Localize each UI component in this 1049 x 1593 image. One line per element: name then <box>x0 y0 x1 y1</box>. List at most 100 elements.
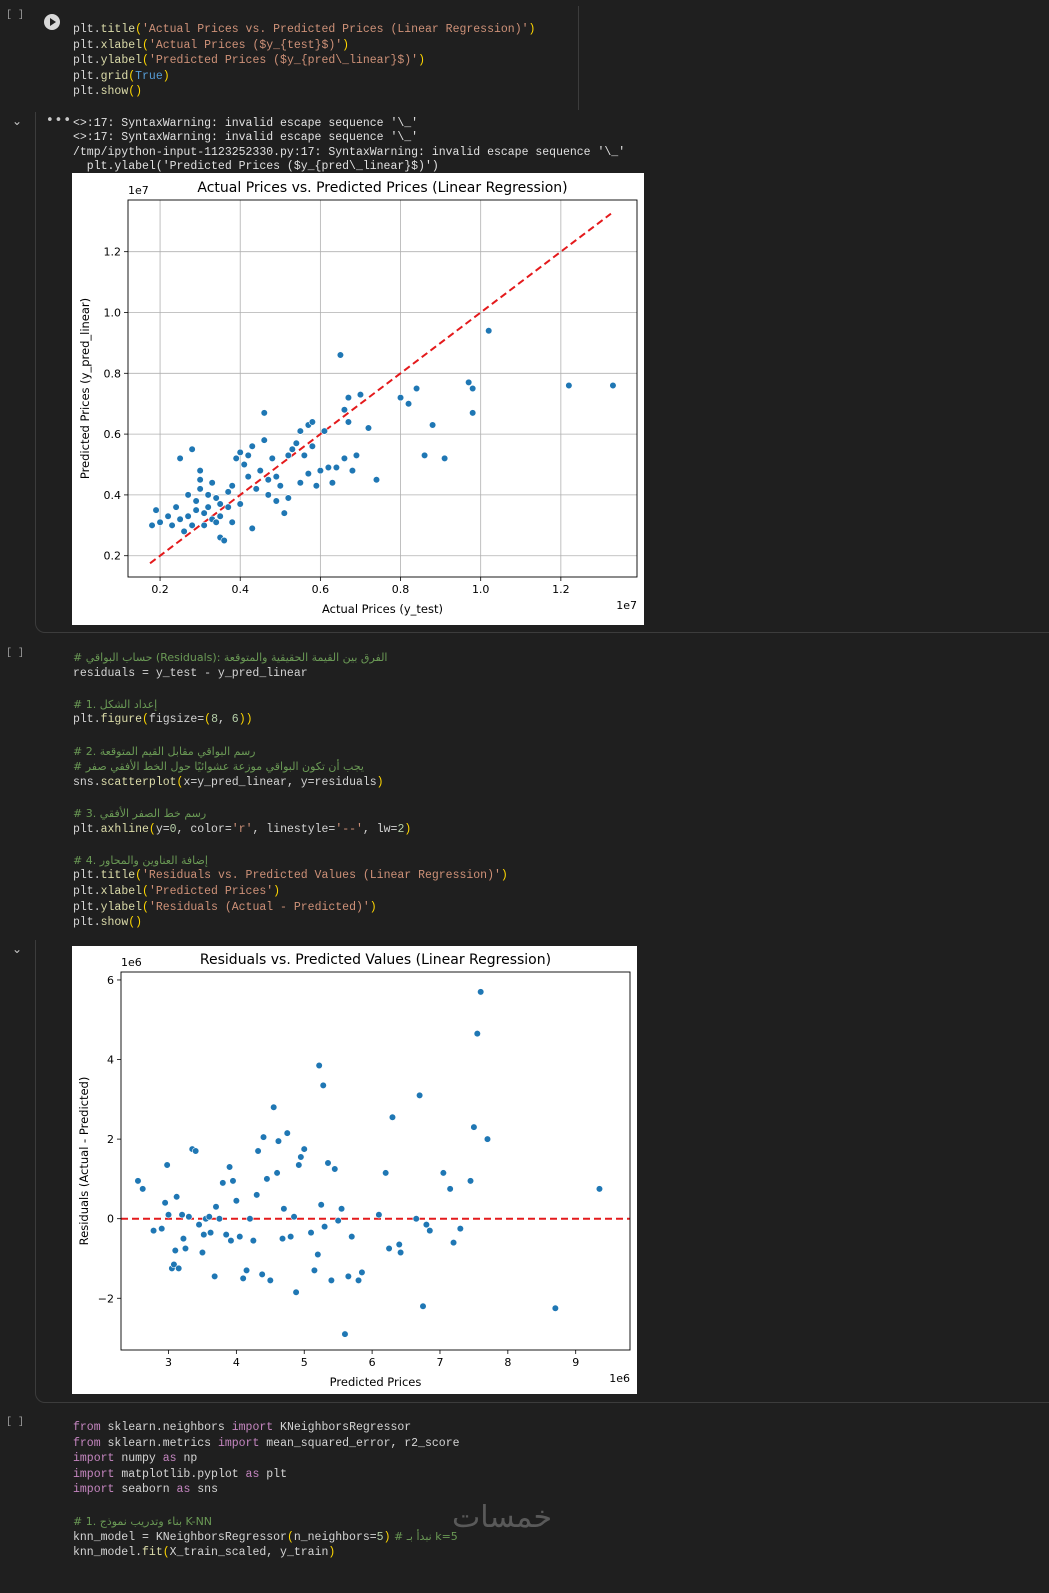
data-point <box>412 384 421 393</box>
code-token: plt. <box>73 54 101 68</box>
x-tick-label: 1.2 <box>552 583 570 596</box>
data-point <box>260 409 268 417</box>
data-point <box>148 521 156 529</box>
y-tick-label: 1.0 <box>104 306 122 319</box>
data-point <box>228 518 236 526</box>
code-token: ( <box>286 1531 294 1545</box>
data-point <box>220 536 228 545</box>
data-point <box>196 485 204 493</box>
data-point <box>388 1113 397 1121</box>
code-cell-2: [ ] # حساب البواقي (Residuals): الفرق بي… <box>0 640 1049 940</box>
y-offset-label: 1e6 <box>121 956 142 969</box>
code-editor[interactable]: plt.title('Actual Prices vs. Predicted P… <box>73 22 535 100</box>
collapse-output-chevron-icon[interactable]: ⌄ <box>12 114 23 128</box>
code-token: # 1. بناء وتدريب نموذج K-NN <box>73 1514 213 1528</box>
data-point <box>246 1215 254 1223</box>
code-token: numpy <box>114 1452 163 1466</box>
code-token: ( <box>135 23 143 36</box>
editor-divider <box>578 6 579 110</box>
data-point <box>420 451 429 459</box>
output-menu-icon[interactable]: ••• <box>46 113 73 128</box>
data-point <box>331 1165 339 1173</box>
data-point <box>211 1272 219 1280</box>
code-token: import <box>73 1483 115 1497</box>
code-token: )) <box>238 713 253 727</box>
data-point <box>152 506 160 514</box>
code-token: sns. <box>73 775 101 789</box>
data-point <box>307 1229 315 1237</box>
code-line: plt.show() <box>73 915 508 931</box>
data-point <box>244 473 252 481</box>
code-token: plt. <box>73 884 101 898</box>
code-token: title <box>100 869 136 883</box>
code-line: plt.title('Actual Prices vs. Predicted P… <box>73 22 535 38</box>
data-point <box>228 482 236 490</box>
data-point <box>192 497 200 505</box>
code-token: ) <box>273 884 281 898</box>
data-point <box>176 454 184 463</box>
run-cell-button[interactable] <box>44 14 60 30</box>
data-point <box>158 1225 166 1233</box>
data-point <box>200 1231 208 1239</box>
actual-vs-predicted-chart: 0.2 0.4 0.6 0.8 1.0 1.2 0.2 0.4 0.6 0.8 1.0 1.2 1e7 1… <box>78 180 638 616</box>
code-token: np <box>176 1452 198 1466</box>
data-point <box>254 1147 262 1155</box>
x-tick-label: 9 <box>572 1356 579 1369</box>
y-tick-label: 0.8 <box>104 367 122 380</box>
data-point <box>426 1227 434 1235</box>
data-point <box>485 327 493 335</box>
watermark-logo: خمسات <box>452 1500 553 1535</box>
data-point <box>248 442 256 450</box>
code-token: , color= <box>176 822 232 836</box>
code-editor[interactable]: from sklearn.neighbors import KNeighbors… <box>73 1420 460 1560</box>
data-point <box>164 512 172 520</box>
code-line: import matplotlib.pyplot as plt <box>73 1467 460 1483</box>
code-token: 0 <box>169 822 177 836</box>
code-token: plt <box>259 1467 287 1481</box>
code-token: ) <box>418 54 425 68</box>
residuals-plot: 3 4 5 6 7 8 9 −2 0 2 4 6 1e6 1e6 Residuals vs. Predict… <box>72 946 637 1394</box>
code-token: # 3. رسم خط الصفر الأفقي <box>73 806 207 820</box>
x-tick-label: 3 <box>165 1356 172 1369</box>
data-point <box>192 1147 200 1155</box>
data-point <box>470 1123 478 1131</box>
data-point <box>465 378 473 387</box>
code-token: 'Actual Prices ($y_{test}$)' <box>148 38 343 52</box>
data-point <box>284 451 292 459</box>
data-point <box>382 1169 390 1177</box>
data-point <box>232 1197 240 1205</box>
x-tick-label: 0.4 <box>231 583 249 596</box>
data-point <box>280 1205 288 1213</box>
data-point <box>396 394 405 402</box>
data-point <box>375 1211 383 1219</box>
data-point <box>372 476 381 484</box>
code-token: # يجب أن تكون البواقي موزعة عشوائيًا حول… <box>73 760 364 774</box>
data-point <box>184 512 192 520</box>
code-token: plt. <box>73 916 101 930</box>
code-editor[interactable]: # حساب البواقي (Residuals): الفرق بين ال… <box>73 650 508 931</box>
y-tick-label: 4 <box>107 1054 114 1067</box>
data-point <box>416 1091 424 1099</box>
y-tick-label: 0 <box>107 1213 114 1226</box>
code-token: plt. <box>73 869 101 883</box>
data-point <box>278 1234 287 1243</box>
code-token: ( <box>148 822 156 836</box>
data-point <box>276 482 284 490</box>
code-line: # 2. رسم البواقي مقابل القيم المتوقعة <box>73 744 508 760</box>
x-tick-label: 4 <box>233 1356 240 1369</box>
code-token: , lw= <box>362 822 398 836</box>
output-area-2 <box>35 940 1049 1403</box>
code-token: 2 <box>397 822 405 836</box>
collapse-output-chevron-icon[interactable]: ⌄ <box>12 942 23 956</box>
data-point <box>332 463 341 472</box>
data-point <box>609 381 617 390</box>
data-point <box>300 451 308 459</box>
code-line: from sklearn.neighbors import KNeighbors… <box>73 1420 460 1436</box>
code-line: # يجب أن تكون البواقي موزعة عشوائيًا حول… <box>73 759 508 775</box>
code-line: import seaborn as sns <box>73 1482 460 1498</box>
x-tick-label: 0.2 <box>151 583 169 596</box>
data-point <box>296 427 304 435</box>
code-token: show <box>100 85 129 99</box>
actual-vs-predicted-plot: 0.2 0.4 0.6 0.8 1.0 1.2 0.2 0.4 0.6 0.8 1.0 1.2 1e7 1… <box>72 173 644 625</box>
code-token: ) <box>528 23 536 36</box>
